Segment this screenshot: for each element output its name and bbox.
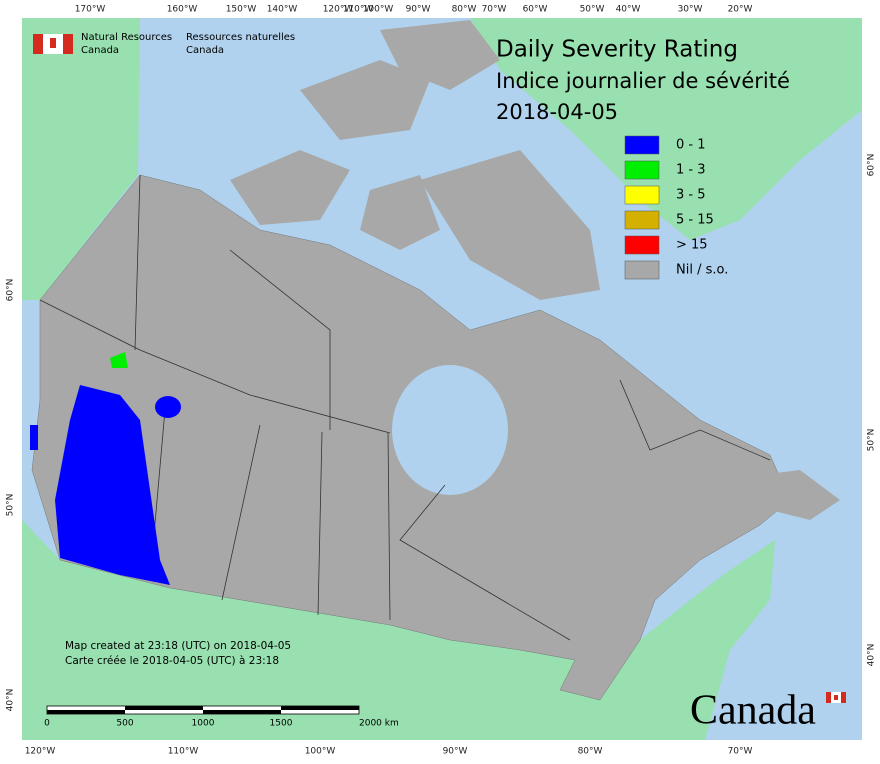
- newfoundland: [760, 470, 840, 520]
- flag-band: [826, 692, 831, 703]
- legend-label: Nil / s.o.: [676, 263, 728, 278]
- scale-segment: [47, 710, 125, 714]
- legend-swatch: [624, 185, 660, 205]
- top-tick-label: 20°W: [728, 5, 753, 15]
- baffin-island: [420, 150, 600, 300]
- dsr-1-3: [110, 352, 128, 368]
- legend-swatch: [624, 260, 660, 280]
- island: [300, 60, 430, 140]
- legend-label: 0 - 1: [676, 138, 706, 153]
- top-tick-label: 60°W: [523, 5, 548, 15]
- note: Carte créée le 2018-04-05 (UTC) à 23:18: [65, 655, 279, 667]
- left-tick-label: 50°N: [6, 494, 16, 517]
- dsr-0-1: [30, 425, 38, 450]
- bottom-tick-label: 70°W: [728, 747, 753, 757]
- scale-label: 2000 km: [359, 719, 399, 729]
- bottom-tick-label: 110°W: [168, 747, 199, 757]
- title: Indice journalier de sévérité: [496, 69, 790, 93]
- scale-label: 0: [44, 719, 50, 729]
- greenland: [470, 18, 862, 240]
- legend-swatch: [624, 160, 660, 180]
- nrcan-logo: Natural Resources Canada Ressources natur…: [33, 32, 295, 56]
- scale-label: 1000: [192, 719, 215, 729]
- top-tick-label: 50°W: [580, 5, 605, 15]
- flag-leaf: [50, 38, 56, 48]
- top-tick-label: 120°W: [323, 5, 354, 15]
- scale-label: 500: [116, 719, 133, 729]
- right-tick-label: 60°N: [867, 154, 877, 177]
- top-tick-label: 170°W: [75, 5, 106, 15]
- top-tick-label: 70°W: [482, 5, 507, 15]
- flag-leaf: [834, 695, 838, 700]
- canada-wordmark: Canada: [690, 688, 846, 734]
- top-tick-label: 30°W: [678, 5, 703, 15]
- legend-swatch: [624, 135, 660, 155]
- legend-label: 3 - 5: [676, 188, 706, 203]
- scale-segment: [203, 710, 281, 714]
- legend-label: 5 - 15: [676, 213, 714, 228]
- flag-band: [841, 692, 846, 703]
- legend-swatch: [624, 210, 660, 230]
- flag-band: [33, 34, 43, 54]
- island: [230, 150, 350, 225]
- top-tick-label: 90°W: [406, 5, 431, 15]
- legend-label: > 15: [676, 238, 708, 253]
- top-tick-label: 140°W: [267, 5, 298, 15]
- org-fr: Ressources naturelles Canada: [186, 32, 295, 56]
- bottom-tick-label: 90°W: [443, 747, 468, 757]
- legend-swatch: [624, 235, 660, 255]
- title: 2018-04-05: [496, 100, 618, 124]
- top-tick-label: 80°W: [452, 5, 477, 15]
- bottom-tick-label: 120°W: [25, 747, 56, 757]
- scale-label: 1500: [270, 719, 293, 729]
- note: Map created at 23:18 (UTC) on 2018-04-05: [65, 640, 291, 652]
- hudson-bay: [392, 365, 508, 495]
- right-tick-label: 40°N: [867, 644, 877, 667]
- legend: 0 - 1 1 - 3 3 - 5 5 - 15 > 15 Nil / s.o.: [624, 135, 728, 280]
- scale-segment: [125, 706, 203, 710]
- legend-label: 1 - 3: [676, 163, 706, 178]
- title: Daily Severity Rating: [496, 37, 738, 63]
- scale-segment: [281, 706, 359, 710]
- island: [380, 20, 500, 90]
- right-tick-label: 50°N: [867, 429, 877, 452]
- land: [22, 18, 862, 740]
- top-tick-label: 110°W: [343, 5, 374, 15]
- left-tick-label: 60°N: [6, 279, 16, 302]
- bottom-tick-label: 80°W: [578, 747, 603, 757]
- wordmark: Canada: [690, 688, 816, 734]
- left-tick-label: 40°N: [6, 689, 16, 712]
- boundaries: [39, 174, 771, 641]
- top-tick-label: 40°W: [616, 5, 641, 15]
- top-tick-label: 160°W: [167, 5, 198, 15]
- island: [360, 175, 440, 250]
- dsr-0-1: [55, 385, 170, 585]
- dsr-0-1: [155, 396, 181, 418]
- bottom-tick-label: 100°W: [305, 747, 336, 757]
- scale-bar: 0 500 1000 1500 2000 km: [44, 705, 399, 729]
- fire-area: [30, 352, 181, 585]
- alaska: [22, 18, 140, 300]
- org-en: Natural Resources Canada: [81, 32, 172, 56]
- top-tick-label: 100°W: [363, 5, 394, 15]
- flag-band: [63, 34, 73, 54]
- top-tick-label: 150°W: [226, 5, 257, 15]
